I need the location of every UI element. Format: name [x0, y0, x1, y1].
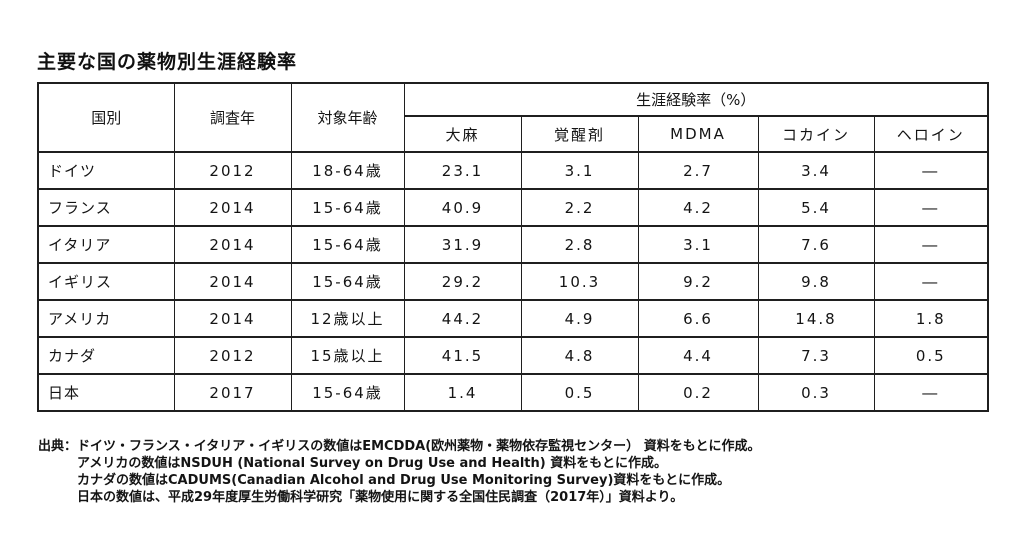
cell-survey-year: 2012: [173, 336, 292, 375]
source-note: 出典： ドイツ・フランス・イタリア・イギリスの数値はEMCDDA(欧州薬物・薬物…: [38, 438, 998, 506]
cell-cannabis: 31.9: [403, 225, 522, 264]
col-header-stimulants: 覚醒剤: [520, 115, 639, 153]
source-line-nsduh: アメリカの数値はNSDUH (National Survey on Drug U…: [77, 456, 667, 471]
cell-mdma: 6.6: [637, 299, 759, 338]
cell-heroin: ―: [873, 262, 989, 301]
cell-target-age: 18-64歳: [290, 151, 405, 190]
cell-target-age: 12歳以上: [290, 299, 405, 338]
col-header-country: 国別: [37, 82, 175, 153]
cell-stimulants: 10.3: [520, 262, 639, 301]
cell-country: イギリス: [37, 262, 175, 301]
cell-cannabis: 29.2: [403, 262, 522, 301]
cell-mdma: 0.2: [637, 373, 759, 412]
cell-country: ドイツ: [37, 151, 175, 190]
cell-cocaine: 0.3: [757, 373, 875, 412]
cell-cannabis: 40.9: [403, 188, 522, 227]
cell-heroin: 1.8: [873, 299, 989, 338]
col-header-survey-year: 調査年: [173, 82, 292, 153]
cell-survey-year: 2014: [173, 262, 292, 301]
cell-country: イタリア: [37, 225, 175, 264]
cell-target-age: 15歳以上: [290, 336, 405, 375]
cell-heroin: ―: [873, 188, 989, 227]
source-label: 出典：: [38, 439, 78, 454]
cell-stimulants: 2.8: [520, 225, 639, 264]
col-header-target-age: 対象年齢: [290, 82, 405, 153]
cell-target-age: 15-64歳: [290, 188, 405, 227]
cell-cocaine: 7.6: [757, 225, 875, 264]
cell-country: カナダ: [37, 336, 175, 375]
cell-heroin: 0.5: [873, 336, 989, 375]
source-line-cadums: カナダの数値はCADUMS(Canadian Alcohol and Drug …: [77, 473, 731, 488]
cell-heroin: ―: [873, 151, 989, 190]
cell-mdma: 4.2: [637, 188, 759, 227]
cell-stimulants: 3.1: [520, 151, 639, 190]
cell-stimulants: 0.5: [520, 373, 639, 412]
cell-cannabis: 41.5: [403, 336, 522, 375]
page-title: 主要な国の薬物別生涯経験率: [37, 51, 298, 73]
cell-heroin: ―: [873, 373, 989, 412]
table-row-canada: カナダ 2012 15歳以上 41.5 4.8 4.4 7.3 0.5: [37, 336, 989, 375]
cell-cocaine: 14.8: [757, 299, 875, 338]
cell-survey-year: 2014: [173, 299, 292, 338]
cell-cocaine: 3.4: [757, 151, 875, 190]
col-header-mdma: MDMA: [637, 115, 759, 153]
cell-country: 日本: [37, 373, 175, 412]
col-header-lifetime-rate-group: 生涯経験率（%）: [403, 82, 989, 117]
col-header-heroin: ヘロイン: [873, 115, 989, 153]
cell-target-age: 15-64歳: [290, 262, 405, 301]
source-line-emcdda: ドイツ・フランス・イタリア・イギリスの数値はEMCDDA(欧州薬物・薬物依存監視…: [77, 439, 761, 454]
cell-cocaine: 9.8: [757, 262, 875, 301]
header-row-drugs: 大麻 覚醒剤 MDMA コカイン ヘロイン: [38, 115, 989, 153]
cell-target-age: 15-64歳: [290, 373, 405, 412]
table-row-france: フランス 2014 15-64歳 40.9 2.2 4.2 5.4 ―: [37, 188, 989, 227]
table-row-uk: イギリス 2014 15-64歳 29.2 10.3 9.2 9.8 ―: [37, 262, 989, 301]
cell-survey-year: 2014: [173, 225, 292, 264]
table-row-germany: ドイツ 2012 18-64歳 23.1 3.1 2.7 3.4 ―: [37, 151, 989, 190]
cell-mdma: 9.2: [637, 262, 759, 301]
col-header-cannabis: 大麻: [403, 115, 522, 153]
source-lines: ドイツ・フランス・イタリア・イギリスの数値はEMCDDA(欧州薬物・薬物依存監視…: [77, 438, 998, 506]
cell-survey-year: 2014: [173, 188, 292, 227]
cell-mdma: 4.4: [637, 336, 759, 375]
cell-cocaine: 7.3: [757, 336, 875, 375]
cell-mdma: 2.7: [637, 151, 759, 190]
cell-mdma: 3.1: [637, 225, 759, 264]
cell-survey-year: 2017: [173, 373, 292, 412]
drug-experience-table: 国別 調査年 対象年齢 生涯経験率（%） 大麻 覚醒剤 MDMA コカイン ヘロ…: [37, 82, 989, 412]
cell-cannabis: 23.1: [403, 151, 522, 190]
cell-heroin: ―: [873, 225, 989, 264]
col-header-cocaine: コカイン: [757, 115, 875, 153]
cell-cannabis: 1.4: [403, 373, 522, 412]
cell-survey-year: 2012: [173, 151, 292, 190]
cell-stimulants: 4.8: [520, 336, 639, 375]
table-row-italy: イタリア 2014 15-64歳 31.9 2.8 3.1 7.6 ―: [37, 225, 989, 264]
source-line-japan-survey: 日本の数値は、平成29年度厚生労働科学研究「薬物使用に関する全国住民調査（201…: [77, 490, 684, 505]
cell-country: フランス: [37, 188, 175, 227]
cell-cannabis: 44.2: [403, 299, 522, 338]
cell-cocaine: 5.4: [757, 188, 875, 227]
header-row-top: 国別 調査年 対象年齢 生涯経験率（%）: [37, 82, 989, 153]
table-row-usa: アメリカ 2014 12歳以上 44.2 4.9 6.6 14.8 1.8: [37, 299, 989, 338]
table-row-japan: 日本 2017 15-64歳 1.4 0.5 0.2 0.3 ―: [37, 373, 989, 412]
cell-target-age: 15-64歳: [290, 225, 405, 264]
cell-stimulants: 2.2: [520, 188, 639, 227]
cell-stimulants: 4.9: [520, 299, 639, 338]
cell-country: アメリカ: [37, 299, 175, 338]
